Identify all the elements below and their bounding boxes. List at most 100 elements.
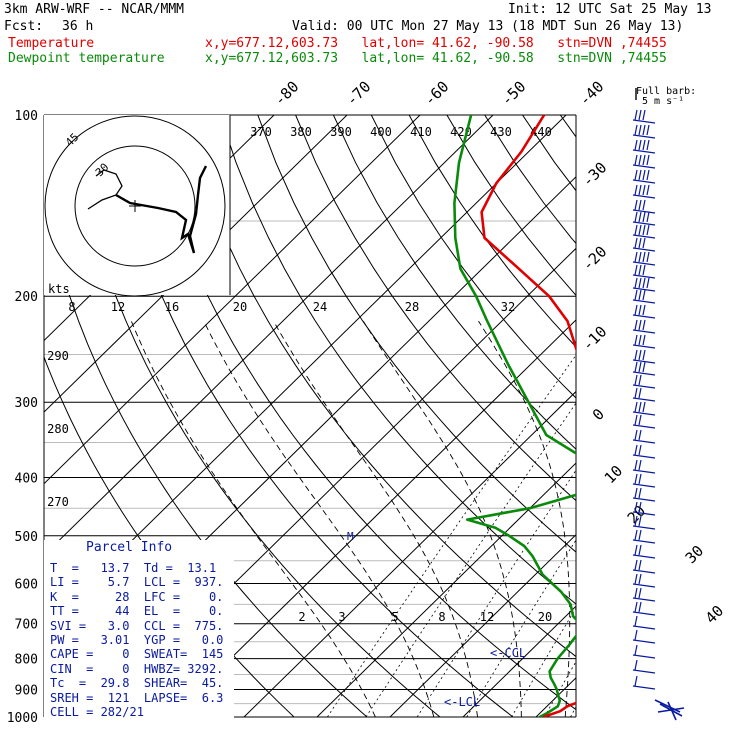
hodograph-trace-low xyxy=(87,169,123,210)
isotherm-label: -40 xyxy=(576,78,608,110)
parcel-info-row: SREH = 121 LAPSE= 6.3 xyxy=(50,690,224,705)
wind-barb xyxy=(632,247,656,252)
moist-adiabat xyxy=(653,321,725,717)
mixing-ratio-line xyxy=(327,354,576,717)
lcl-annotation: <-LCL xyxy=(444,695,480,709)
wind-barb-flag xyxy=(634,601,638,613)
model-title: 3km ARW-WRF -- NCAR/MMM xyxy=(4,2,185,17)
pressure-label: 900 xyxy=(15,683,38,698)
wind-barb-flag xyxy=(638,529,642,541)
wind-barb-flag xyxy=(634,529,638,541)
wind-barb-flag xyxy=(634,184,638,196)
dry-adiabat xyxy=(181,115,576,658)
wind-barb xyxy=(632,525,656,530)
pressure-label: 1000 xyxy=(7,711,38,726)
wind-barb-flag xyxy=(638,459,642,471)
isotherm-label: -50 xyxy=(498,78,530,110)
pressure-label: 300 xyxy=(15,396,38,411)
wind-barb-flag xyxy=(634,304,638,316)
isotherm-label: -70 xyxy=(343,78,375,110)
theta-label: 410 xyxy=(410,125,432,139)
wind-barb-flag xyxy=(634,487,638,499)
wind-barb xyxy=(632,149,656,154)
wind-barb-flag xyxy=(638,374,642,386)
wind-barb-flag xyxy=(642,251,646,263)
isotherm xyxy=(316,462,576,717)
wind-barb-flag xyxy=(646,124,650,136)
wind-barb-flag xyxy=(642,264,646,276)
moist-adiabat xyxy=(203,320,435,717)
wind-barb-flag xyxy=(638,184,642,196)
wind-barb xyxy=(632,234,656,239)
forecast-hour: 36 h xyxy=(62,19,94,34)
hodograph-units: kts xyxy=(48,282,70,296)
wind-barb-flag xyxy=(638,264,642,276)
wind-barb-flag xyxy=(638,224,642,236)
wind-barb-flag xyxy=(634,154,638,166)
wind-barb xyxy=(632,439,656,444)
isotherm xyxy=(44,115,494,556)
wind-barb xyxy=(632,371,656,376)
temperature-trace xyxy=(480,115,576,717)
isotherm xyxy=(170,319,576,717)
isotherm xyxy=(462,605,576,717)
barb-legend-title: Full barb: xyxy=(636,86,696,97)
wind-barb-flag xyxy=(646,211,650,223)
wind-barb-flag xyxy=(638,109,642,121)
wind-barb xyxy=(632,359,656,364)
wind-barb-flag xyxy=(634,211,638,223)
wind-barb xyxy=(632,511,656,516)
hodograph-trace xyxy=(115,165,208,254)
dry-adiabat xyxy=(106,115,514,717)
wind-barb xyxy=(632,384,656,389)
wind-barb xyxy=(632,274,656,279)
wind-barbs xyxy=(632,109,685,721)
wind-barb-flag xyxy=(634,264,638,276)
mixing-ratio-label: 16 xyxy=(165,300,179,314)
theta-label: 370 xyxy=(250,125,272,139)
wind-barb-flag xyxy=(638,251,642,263)
mixing-ratio-label: 12 xyxy=(111,300,125,314)
mixing-ratio-label: 24 xyxy=(313,300,327,314)
wind-barb xyxy=(632,209,656,214)
wind-barb-flag xyxy=(634,544,638,556)
wind-barb-flag xyxy=(634,401,638,413)
parcel-info-row: CELL = 282/21 xyxy=(50,705,144,719)
pressure-label: 400 xyxy=(15,471,38,486)
parcel-info-row: LI = 5.7 LCL = 937. xyxy=(50,575,224,590)
ccl-annotation: <-CCL xyxy=(490,646,526,660)
isotherm-label: -20 xyxy=(579,243,611,275)
wind-barb xyxy=(632,597,656,602)
wind-barb-flag xyxy=(634,349,638,361)
wind-barb-flag xyxy=(642,169,646,181)
wind-barb-flag xyxy=(638,334,642,346)
dry-adiabat xyxy=(598,115,740,717)
wind-barb xyxy=(632,314,656,319)
wind-barb-flag xyxy=(634,361,638,373)
wind-barb xyxy=(632,424,656,429)
mixing-ratio-label: 20 xyxy=(538,610,552,624)
isotherm xyxy=(44,115,348,413)
wind-barb-flag xyxy=(638,139,642,151)
wind-barb-flag xyxy=(638,304,642,316)
parcel-info-row: PW = 3.01 YGP = 0.0 xyxy=(50,633,224,647)
wind-barb-flag xyxy=(638,387,642,399)
wind-barb-flag xyxy=(634,459,638,471)
wind-barb-flag xyxy=(634,429,638,441)
wind-barb-flag xyxy=(634,473,638,485)
wind-barb xyxy=(632,483,656,488)
wind-barb xyxy=(632,583,656,588)
isotherm xyxy=(243,390,576,717)
wind-barb-flag xyxy=(638,414,642,426)
wind-barb-flag xyxy=(638,211,642,223)
wind-barb-flag xyxy=(638,515,642,527)
moist-adiabat xyxy=(362,320,522,717)
wind-barb-flag xyxy=(642,361,646,373)
wind-barb-flag xyxy=(646,224,650,236)
mixing-ratio-line xyxy=(592,296,740,717)
wind-barb xyxy=(632,134,656,139)
wind-barb-flag xyxy=(638,601,642,613)
moist-adiabat xyxy=(130,320,376,717)
isotherm-label: 30 xyxy=(682,542,708,568)
surface-wind-barb xyxy=(667,701,677,721)
